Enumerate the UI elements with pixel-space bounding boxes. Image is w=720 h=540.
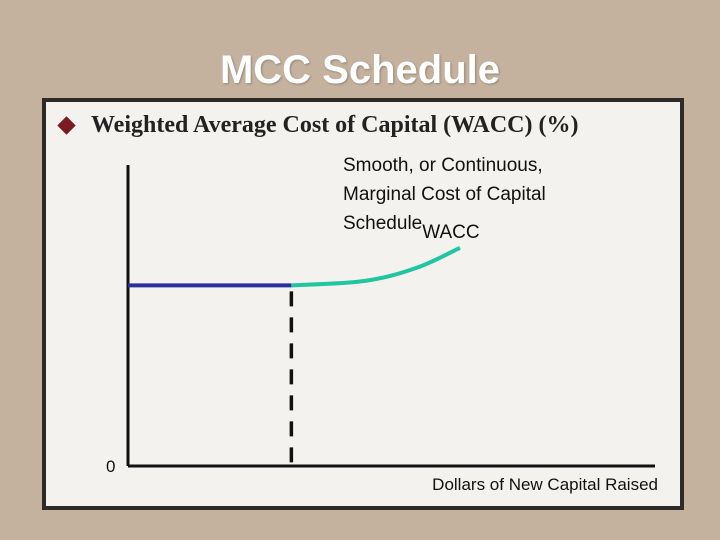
curve-label-wacc: WACC xyxy=(422,222,479,243)
content-panel: Weighted Average Cost of Capital (WACC) … xyxy=(42,98,684,510)
rising-wacc-curve xyxy=(291,245,461,288)
x-axis-label: Dollars of New Capital Raised xyxy=(432,475,658,494)
x-origin-label: 0 xyxy=(106,457,115,476)
bullet-text: Weighted Average Cost of Capital (WACC) … xyxy=(91,112,579,138)
curve-label-line-3: ScheduleWACC xyxy=(343,213,480,243)
slide-title: MCC Schedule xyxy=(219,48,501,92)
curve-label-line-2: Marginal Cost of Capital xyxy=(343,184,546,205)
curve-label-line-1: Smooth, or Continuous, xyxy=(343,155,543,176)
curve-label-schedule: Schedule xyxy=(343,213,422,234)
bullet-row: Weighted Average Cost of Capital (WACC) … xyxy=(56,112,579,139)
